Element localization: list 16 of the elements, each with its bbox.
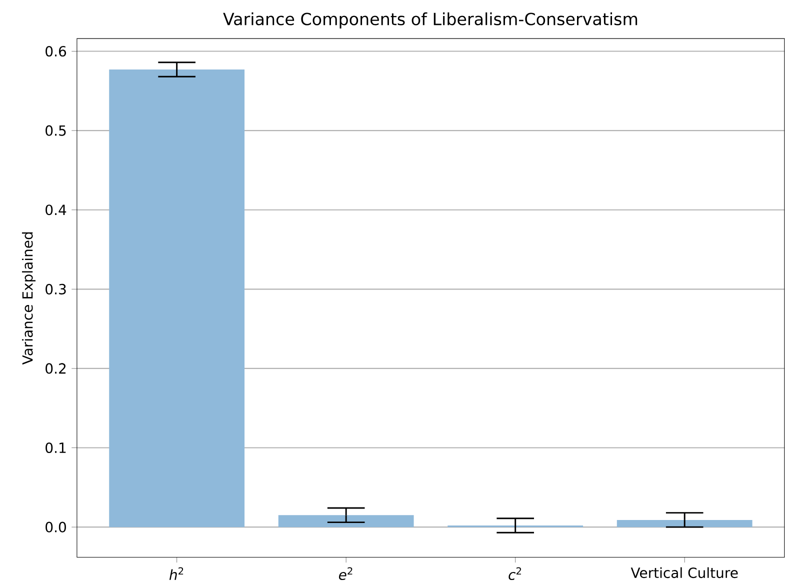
y-axis-title: Variance Explained [22,232,36,365]
bar [109,70,245,528]
x-tick-label: e$^{2}$ [338,567,352,580]
y-tick-label: 0.6 [46,46,66,57]
y-tick-label: 0.3 [46,284,66,295]
y-tick-label: 0.2 [46,363,66,374]
y-tick-label: 0.5 [46,125,66,136]
x-tick-label: Vertical Culture [630,567,738,578]
y-tick-label: 0.0 [46,522,66,533]
y-tick-label: 0.1 [46,442,66,454]
x-tick-label: h$^{2}$ [169,567,184,580]
y-tick-label: 0.4 [46,204,66,216]
chart-title: Variance Components of Liberalism-Conservatism [223,12,638,29]
bar [616,520,752,528]
x-tick-label: c$^{2}$ [508,567,521,580]
bar [278,515,414,528]
